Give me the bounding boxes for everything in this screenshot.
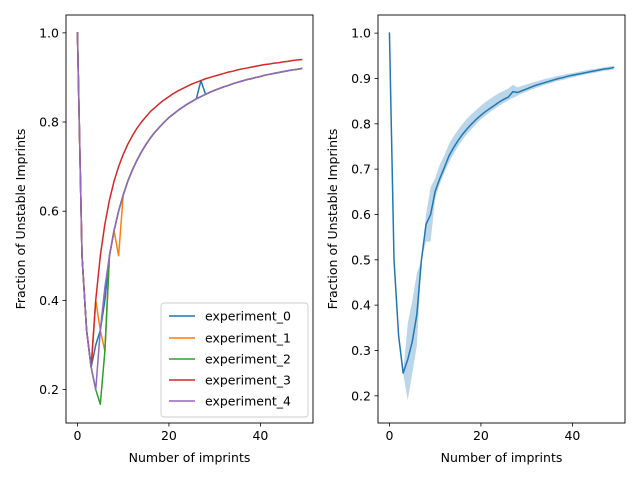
legend-entry-experiment-2: experiment_2 bbox=[169, 352, 291, 367]
left-x-axis-label: Number of imprints bbox=[129, 450, 251, 465]
y-tick-label: 0.6 bbox=[351, 207, 371, 222]
right-ticks: 0 20 40 0.2 0.3 0.4 0.5 0.6 0.7 0.8 0.9 1.0 bbox=[351, 26, 580, 443]
y-tick-label: 1.0 bbox=[351, 26, 371, 41]
legend-label: experiment_4 bbox=[205, 394, 291, 409]
series-line-experiment-3 bbox=[76, 32, 303, 369]
legend-box bbox=[160, 302, 309, 418]
y-tick-label: 0.8 bbox=[39, 115, 59, 130]
left-y-axis-label: Fraction of Unstable Imprints bbox=[13, 129, 28, 310]
y-tick-label: 0.9 bbox=[351, 71, 371, 86]
confidence-band bbox=[389, 33, 614, 401]
left-ticks: 0 20 40 0.2 0.4 0.6 0.8 1.0 bbox=[39, 25, 268, 443]
legend-label: experiment_1 bbox=[205, 331, 291, 346]
y-tick-label: 0.2 bbox=[351, 388, 371, 403]
y-tick-label: 0.6 bbox=[39, 204, 59, 219]
y-tick-label: 0.4 bbox=[39, 293, 59, 308]
left-axes-frame bbox=[65, 14, 314, 424]
series-line-experiment-4 bbox=[76, 32, 303, 391]
x-tick-label: 0 bbox=[385, 428, 393, 443]
legend-entry-experiment-4: experiment_4 bbox=[169, 394, 291, 409]
legend-entry-experiment-0: experiment_0 bbox=[169, 309, 291, 324]
y-tick-label: 0.3 bbox=[351, 343, 371, 358]
right-plot-area bbox=[388, 32, 615, 401]
legend-entry-experiment-1: experiment_1 bbox=[169, 331, 291, 346]
x-tick-label: 40 bbox=[564, 428, 580, 443]
legend-label: experiment_3 bbox=[205, 373, 291, 388]
y-tick-label: 0.5 bbox=[351, 252, 371, 267]
left-plot-area bbox=[76, 32, 303, 406]
legend-label: experiment_0 bbox=[205, 309, 291, 324]
y-tick-label: 0.4 bbox=[351, 298, 371, 313]
y-tick-label: 0.7 bbox=[351, 162, 371, 177]
legend-entry-experiment-3: experiment_3 bbox=[169, 373, 291, 388]
y-tick-label: 0.8 bbox=[351, 116, 371, 131]
right-chart-panel: 0 20 40 0.2 0.3 0.4 0.5 0.6 0.7 0.8 0.9 1.0 Number … bbox=[325, 14, 626, 465]
y-tick-label: 0.2 bbox=[39, 382, 59, 397]
x-tick-label: 40 bbox=[252, 428, 268, 443]
legend: experiment_0 experiment_1 experiment_2 e… bbox=[160, 302, 309, 418]
left-chart-panel: 0 20 400.20.40.60.81.0 Number of imprints … bbox=[13, 14, 314, 465]
legend-label: experiment_2 bbox=[205, 352, 291, 367]
x-tick-label: 20 bbox=[161, 428, 177, 443]
x-tick-label: 20 bbox=[473, 428, 489, 443]
right-x-axis-label: Number of imprints bbox=[441, 450, 563, 465]
mean-series-line bbox=[388, 32, 615, 374]
y-tick-label: 1.0 bbox=[39, 25, 59, 40]
right-y-axis-label: Fraction of Unstable Imprints bbox=[325, 129, 340, 310]
x-tick-label: 0 bbox=[73, 428, 81, 443]
right-axes-frame bbox=[377, 14, 626, 424]
